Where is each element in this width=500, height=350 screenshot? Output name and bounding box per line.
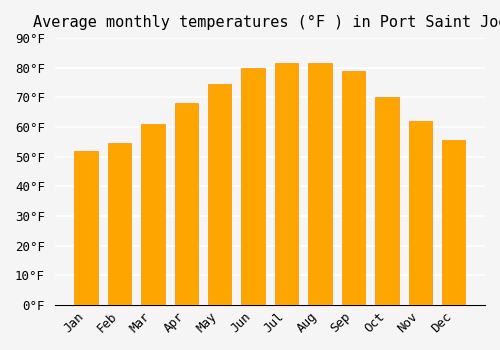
Bar xyxy=(208,84,232,305)
Bar xyxy=(375,97,398,305)
Bar xyxy=(242,68,265,305)
Bar xyxy=(342,71,365,305)
Bar xyxy=(108,144,131,305)
Bar xyxy=(141,124,165,305)
Bar xyxy=(408,121,432,305)
Bar xyxy=(275,63,298,305)
Bar xyxy=(74,151,98,305)
Title: Average monthly temperatures (°F ) in Port Saint Joe: Average monthly temperatures (°F ) in Po… xyxy=(32,15,500,30)
Bar xyxy=(308,63,332,305)
Bar xyxy=(174,103,198,305)
Bar xyxy=(442,140,466,305)
